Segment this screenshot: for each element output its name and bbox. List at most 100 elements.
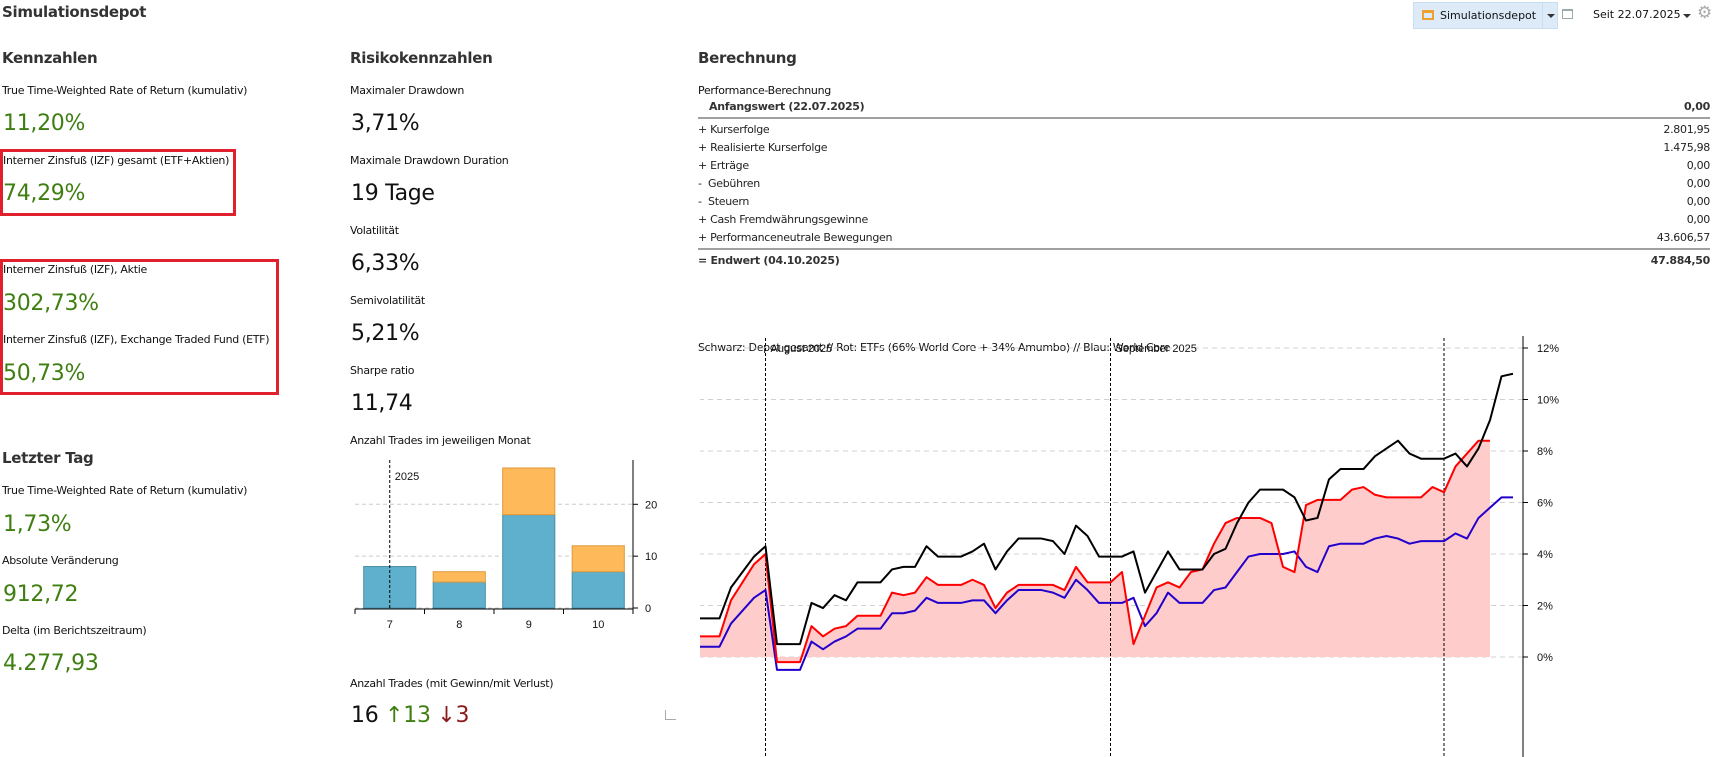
chevron-down-icon[interactable] <box>1547 14 1555 18</box>
bar-segment-orange <box>571 545 625 573</box>
calc-row-value: 1.475,98 <box>1663 141 1710 154</box>
calc-row: - Steuern 0,00 <box>698 193 1710 211</box>
calc-row-value: 43.606,57 <box>1656 231 1711 244</box>
sharpe-value: 11,74 <box>351 391 413 416</box>
x-tick-label: 8 <box>456 619 462 630</box>
start-value-row: Anfangswert (22.07.2025) 0,00 <box>698 98 1710 116</box>
performance-calc-table: Anfangswert (22.07.2025) 0,00 + Kurserfo… <box>698 98 1710 270</box>
end-value: 47.884,50 <box>1650 254 1711 267</box>
volatility-value: 6,33% <box>351 251 420 276</box>
trades-summary: 16 ↑13 ↓3 <box>351 703 469 728</box>
calc-row-value: 0,00 <box>1686 213 1711 226</box>
window-icon[interactable] <box>1562 9 1573 19</box>
izf-detail-highlight <box>0 259 279 395</box>
chevron-down-icon[interactable] <box>1683 14 1691 18</box>
trades-chart-label: Anzahl Trades im jeweiligen Monat <box>350 434 531 447</box>
bar-segment-blue <box>571 571 625 609</box>
series-line-depot-gesamt <box>700 372 1514 646</box>
calc-row: + Cash Fremdwährungsgewinne 0,00 <box>698 211 1710 229</box>
calc-row: - Gebühren 0,00 <box>698 175 1710 193</box>
last-day-ttwror-value: 1,73% <box>3 512 72 537</box>
calc-row-label: + Performanceneutrale Bewegungen <box>698 231 893 244</box>
y-tick-label: 4% <box>1537 549 1553 561</box>
depot-selector[interactable]: Simulationsdepot <box>1413 2 1558 29</box>
last-day-ttwror-label: True Time-Weighted Rate of Return (kumul… <box>2 484 248 497</box>
drawdown-duration-label: Maximale Drawdown Duration <box>350 154 509 167</box>
etf-area <box>700 440 1490 663</box>
trades-bar-chart: 0 10 20 7 8 9 10 2025 <box>354 460 657 630</box>
calc-row-label: + Cash Fremdwährungsgewinne <box>698 213 868 226</box>
calc-row-value: 0,00 <box>1686 177 1711 190</box>
y-tick-label: 10 <box>645 551 657 563</box>
izf-total-label: Interner Zinsfuß (IZF) gesamt (ETF+Aktie… <box>3 154 230 167</box>
performance-calc-subtitle: Performance-Berechnung <box>698 84 831 97</box>
end-value-row: = Endwert (04.10.2025) 47.884,50 <box>698 252 1710 270</box>
trades-win: ↑13 <box>385 703 431 728</box>
start-value: 0,00 <box>1684 100 1710 113</box>
berechnung-heading: Berechnung <box>698 49 797 67</box>
calc-row-value: 0,00 <box>1686 159 1711 172</box>
x-tick-label: 9 <box>526 619 532 630</box>
trades-total: 16 <box>351 703 379 728</box>
calendar-icon <box>1422 10 1434 20</box>
izf-aktie-value: 302,73% <box>3 291 99 316</box>
y-tick-label: 0% <box>1537 652 1553 664</box>
bar-segment-orange <box>432 571 486 583</box>
max-drawdown-label: Maximaler Drawdown <box>350 84 465 97</box>
y-tick-label: 8% <box>1537 446 1553 458</box>
sharpe-label: Sharpe ratio <box>350 364 415 377</box>
delta-value: 4.277,93 <box>3 651 99 676</box>
y-tick-label: 12% <box>1537 343 1559 355</box>
ttwror-value: 11,20% <box>3 111 86 136</box>
bar-segment-blue <box>502 514 556 609</box>
calc-row-label: + Kurserfolge <box>698 123 770 136</box>
bar-segment-blue <box>432 581 486 609</box>
y-tick-label: 6% <box>1537 498 1553 510</box>
volatility-label: Volatilität <box>350 224 399 237</box>
abs-change-value: 912,72 <box>3 582 79 607</box>
external-link-icon[interactable] <box>665 710 676 720</box>
semivolatility-label: Semivolatilität <box>350 294 425 307</box>
divider <box>1542 3 1543 28</box>
calc-row: + Kurserfolge 2.801,95 <box>698 121 1710 139</box>
kennzahlen-heading: Kennzahlen <box>2 49 98 67</box>
max-drawdown-value: 3,71% <box>351 111 420 136</box>
month-marker-label: September 2025 <box>1116 343 1197 355</box>
performance-line-chart: August 2025 September 2025 0% 2% 4% 6% 8% 10% 12… <box>700 336 1559 757</box>
y-tick-label: 20 <box>645 499 657 511</box>
x-tick-label: 7 <box>387 619 393 630</box>
izf-total-value: 74,29% <box>3 181 86 206</box>
series-line-etfs <box>700 439 1490 664</box>
calc-row: + Erträge 0,00 <box>698 157 1710 175</box>
izf-total-highlight <box>0 149 236 216</box>
calc-row-label: + Erträge <box>698 159 749 172</box>
ttwror-label: True Time-Weighted Rate of Return (kumul… <box>2 84 248 97</box>
y-tick-label: 2% <box>1537 601 1553 613</box>
calc-row-label: + Realisierte Kurserfolge <box>698 141 828 154</box>
izf-aktie-label: Interner Zinsfuß (IZF), Aktie <box>3 263 147 276</box>
risiko-heading: Risikokennzahlen <box>350 49 493 67</box>
trades-loss: ↓3 <box>437 703 470 728</box>
app-title: Simulationsdepot <box>2 3 147 21</box>
series-line-world-core <box>700 496 1513 671</box>
end-value-label: = Endwert (04.10.2025) <box>698 254 840 267</box>
gear-icon[interactable]: ⚙ <box>1697 3 1713 23</box>
delta-label: Delta (im Berichtszeitraum) <box>2 624 147 637</box>
depot-selector-label: Simulationsdepot <box>1440 9 1537 22</box>
calc-row-value: 0,00 <box>1686 195 1711 208</box>
year-marker-label: 2025 <box>395 471 419 483</box>
month-marker-label: August 2025 <box>771 343 833 355</box>
izf-etf-label: Interner Zinsfuß (IZF), Exchange Traded … <box>3 333 270 346</box>
x-tick-label: 10 <box>592 619 604 630</box>
calc-row-label: - Steuern <box>698 195 750 208</box>
drawdown-duration-value: 19 Tage <box>351 181 435 206</box>
calc-row: + Performanceneutrale Bewegungen 43.606,5… <box>698 229 1710 247</box>
izf-etf-value: 50,73% <box>3 361 86 386</box>
divider <box>698 117 1710 119</box>
trades-summary-label: Anzahl Trades (mit Gewinn/mit Verlust) <box>350 677 554 690</box>
y-tick-label: 10% <box>1537 395 1559 407</box>
divider <box>698 248 1710 250</box>
letzter-tag-heading: Letzter Tag <box>2 449 94 467</box>
start-value-label: Anfangswert (22.07.2025) <box>709 100 865 113</box>
period-selector[interactable]: Seit 22.07.2025 <box>1593 8 1681 21</box>
